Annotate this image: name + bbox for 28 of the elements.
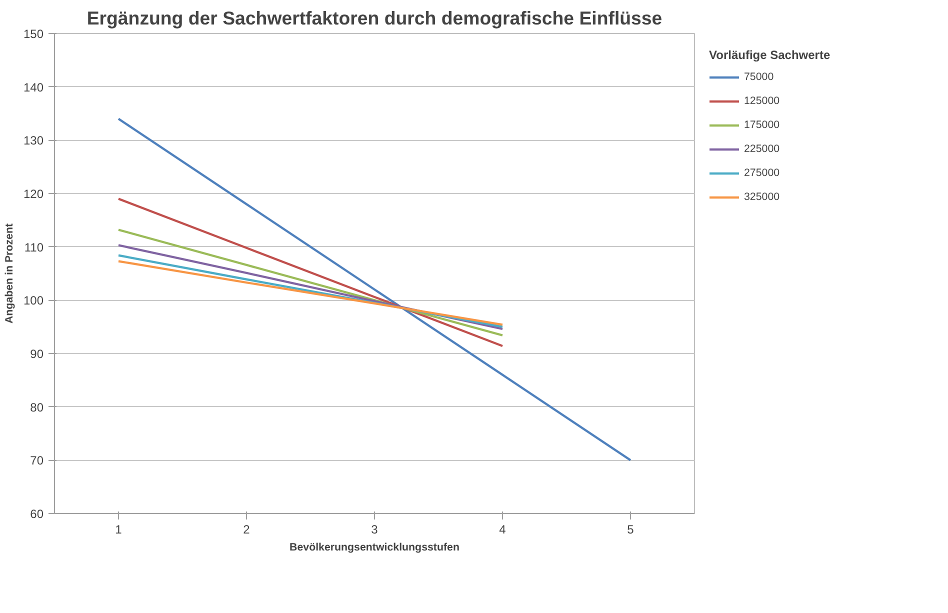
y-tick-label: 80 [30,400,44,414]
x-tick-label: 2 [243,522,250,536]
legend-title: Vorläufige Sachwerte [709,48,830,62]
y-tick-label: 90 [30,347,44,361]
y-axis-title: Angaben in Prozent [3,223,16,324]
x-tick-label: 4 [499,522,506,536]
y-tick-label: 140 [23,80,44,94]
legend-label: 75000 [744,71,774,83]
line-series [117,118,632,462]
x-tick-label: 1 [115,522,122,536]
legend-label: 125000 [744,95,780,107]
y-tick-label: 100 [23,294,44,308]
y-tick-label: 70 [30,454,44,468]
y-tick-label: 120 [23,187,44,201]
x-tick-label: 5 [627,522,634,536]
y-tick-label: 130 [23,134,44,148]
x-axis-title: Bevölkerungsentwicklungsstufen [290,542,460,554]
y-tick-label: 60 [30,507,44,521]
legend-label: 225000 [744,143,780,155]
y-tick-label: 110 [24,240,44,254]
chart-title: Ergänzung der Sachwertfaktoren durch demografische Einflüsse [86,8,662,28]
legend-label: 275000 [744,167,780,179]
x-tick-label: 3 [371,522,378,536]
legend-label: 175000 [744,119,780,131]
y-tick-label: 150 [23,27,44,41]
line-series [117,198,504,348]
legend-label: 325000 [744,191,780,203]
line-series [117,228,504,336]
